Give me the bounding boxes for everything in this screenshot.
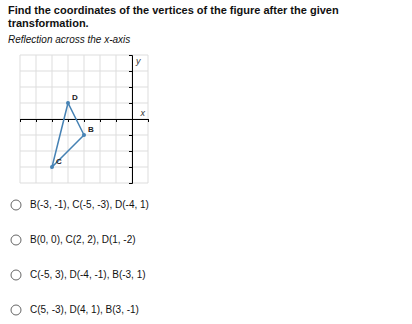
vertex-label: C xyxy=(56,157,62,166)
subtitle: Reflection across the x-axis xyxy=(8,34,130,45)
x-tick xyxy=(84,119,85,122)
x-tick xyxy=(52,119,53,122)
options: B(-3, -1), C(-5, -3), D(-4, 1) B(0, 0), C… xyxy=(11,199,149,315)
y-tick xyxy=(129,87,132,88)
triangle xyxy=(52,103,84,167)
x-tick xyxy=(68,119,69,122)
grid-line-y xyxy=(20,71,148,72)
x-tick-mark xyxy=(52,119,53,122)
grid-line-y xyxy=(20,167,148,168)
option-text[interactable]: B(-3, -1), C(-5, -3), D(-4, 1) xyxy=(30,199,149,210)
y-tick xyxy=(129,135,132,136)
x-tick-mark xyxy=(116,119,117,122)
radio-button[interactable] xyxy=(11,305,21,315)
y-tick xyxy=(129,167,132,168)
y-tick-mark xyxy=(129,55,132,56)
option-text[interactable]: C(-5, 3), D(-4, -1), B(-3, 1) xyxy=(30,269,146,280)
y-axis-line xyxy=(129,56,133,184)
y-tick-mark xyxy=(129,87,132,88)
grid-line-y xyxy=(20,151,148,152)
y-axis-label: y xyxy=(135,56,141,66)
marks xyxy=(50,101,86,169)
x-tick xyxy=(36,119,37,122)
vertex xyxy=(82,133,86,137)
y-tick xyxy=(129,55,132,56)
y-tick-mark xyxy=(129,167,132,168)
y-tick-mark xyxy=(129,135,132,136)
y-tick-mark xyxy=(129,103,132,104)
y-tick-mark xyxy=(129,151,132,152)
radio-button[interactable] xyxy=(11,235,21,245)
chart: Find the coordinates of the vertices of … xyxy=(0,0,412,324)
y-tick-mark xyxy=(129,183,132,184)
grid-line-y xyxy=(20,183,148,184)
x-tick xyxy=(148,119,149,122)
radio-button[interactable] xyxy=(11,200,21,210)
y-tick-mark xyxy=(129,119,132,120)
x-axis xyxy=(21,119,149,122)
y-axis xyxy=(129,56,133,184)
vertex xyxy=(50,165,54,169)
vertex-label: B xyxy=(88,125,94,134)
option-text[interactable]: B(0, 0), C(2, 2), D(1, -2) xyxy=(30,234,136,245)
grid-line-y xyxy=(20,55,148,56)
x-tick-mark xyxy=(148,119,149,122)
x-tick xyxy=(20,119,21,122)
y-tick xyxy=(129,103,132,104)
y-tick-mark xyxy=(129,71,132,72)
y-tick xyxy=(129,119,132,120)
grid-line-x xyxy=(20,55,21,183)
x-axis-line xyxy=(21,120,149,123)
x-tick xyxy=(116,119,117,122)
y-tick xyxy=(129,151,132,152)
vertex-label: D xyxy=(72,93,78,102)
y-tick xyxy=(129,71,132,72)
vertex xyxy=(66,101,70,105)
x-tick-mark xyxy=(84,119,85,122)
option-text[interactable]: C(5, -3), D(4, 1), B(3, -1) xyxy=(30,304,139,315)
x-tick xyxy=(100,119,101,122)
grid-line-y xyxy=(20,103,148,104)
x-axis-label: x xyxy=(140,108,146,118)
radio-button[interactable] xyxy=(11,270,21,280)
x-tick-mark xyxy=(20,119,21,122)
vertex-labels: B C D xyxy=(56,93,94,166)
x-tick-mark xyxy=(68,119,69,122)
y-tick xyxy=(129,183,132,184)
x-tick-mark xyxy=(36,119,37,122)
title: Find the coordinates of the vertices of … xyxy=(8,4,339,29)
grid xyxy=(20,55,148,183)
grid-line-y xyxy=(20,87,148,88)
x-tick-mark xyxy=(100,119,101,122)
